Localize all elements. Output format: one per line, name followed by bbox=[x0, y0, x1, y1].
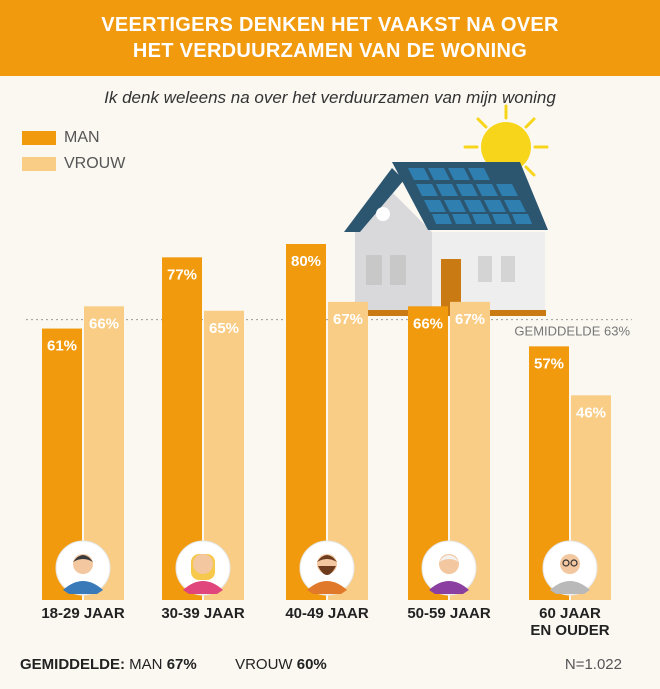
bar-label-man-2: 77% bbox=[167, 266, 197, 283]
title-line-1: VEERTIGERS DENKEN HET VAAKST NA OVER bbox=[101, 14, 559, 36]
bearded-man-icon bbox=[299, 540, 355, 596]
legend-label-man: MAN bbox=[64, 129, 100, 146]
footer-man-value: 67% bbox=[166, 656, 197, 673]
category-label-4: 50-59 JAAR bbox=[407, 605, 491, 622]
older-woman-icon bbox=[421, 540, 477, 596]
house-icon bbox=[344, 162, 548, 316]
legend-item-vrouw: VROUW bbox=[22, 151, 125, 177]
average-reference-label: GEMIDDELDE 63% bbox=[514, 324, 630, 339]
bar-label-man-5: 57% bbox=[534, 355, 564, 372]
category-label-5-line-2: EN OUDER bbox=[530, 622, 609, 639]
bar-man-3 bbox=[286, 244, 326, 600]
title-banner: VEERTIGERS DENKEN HET VAAKST NA OVER HET… bbox=[0, 0, 660, 76]
bar-label-man-4: 66% bbox=[413, 315, 443, 332]
legend-item-man: MAN bbox=[22, 125, 125, 151]
bar-label-vrouw-5: 46% bbox=[576, 404, 606, 421]
title-line-2: HET VERDUURZAMEN VAN DE WONING bbox=[132, 40, 528, 62]
bar-label-man-1: 61% bbox=[47, 338, 77, 355]
bar-label-vrouw-4: 67% bbox=[455, 311, 485, 328]
bar-label-vrouw-1: 66% bbox=[89, 315, 119, 332]
elderly-man-icon bbox=[542, 540, 598, 596]
category-label-1: 18-29 JAAR bbox=[41, 605, 125, 622]
young-woman-icon bbox=[175, 540, 231, 596]
footer-label: GEMIDDELDE: bbox=[20, 656, 125, 673]
legend: MAN VROUW bbox=[22, 125, 125, 177]
legend-swatch-man bbox=[22, 131, 56, 145]
bar-label-vrouw-3: 67% bbox=[333, 311, 363, 328]
young-man-icon bbox=[55, 540, 111, 596]
footer-average: GEMIDDELDE: MAN 67% VROUW 60% bbox=[20, 656, 327, 673]
chart-subtitle: Ik denk weleens na over het verduurzamen… bbox=[104, 88, 556, 107]
bar-label-man-3: 80% bbox=[291, 253, 321, 270]
category-label-3: 40-49 JAAR bbox=[285, 605, 369, 622]
category-label-5-line-1: 60 JAAR bbox=[539, 605, 601, 622]
sun-icon bbox=[463, 104, 549, 190]
footer-vrouw-label: VROUW bbox=[235, 656, 293, 673]
sample-size: N=1.022 bbox=[564, 656, 622, 673]
solar-panel-icon bbox=[408, 168, 532, 224]
bar-label-vrouw-2: 65% bbox=[209, 320, 239, 337]
legend-label-vrouw: VROUW bbox=[64, 155, 126, 172]
legend-swatch-vrouw bbox=[22, 157, 56, 171]
footer-man-label: MAN bbox=[129, 656, 163, 673]
footer-vrouw-value: 60% bbox=[296, 656, 327, 673]
category-label-2: 30-39 JAAR bbox=[161, 605, 245, 622]
